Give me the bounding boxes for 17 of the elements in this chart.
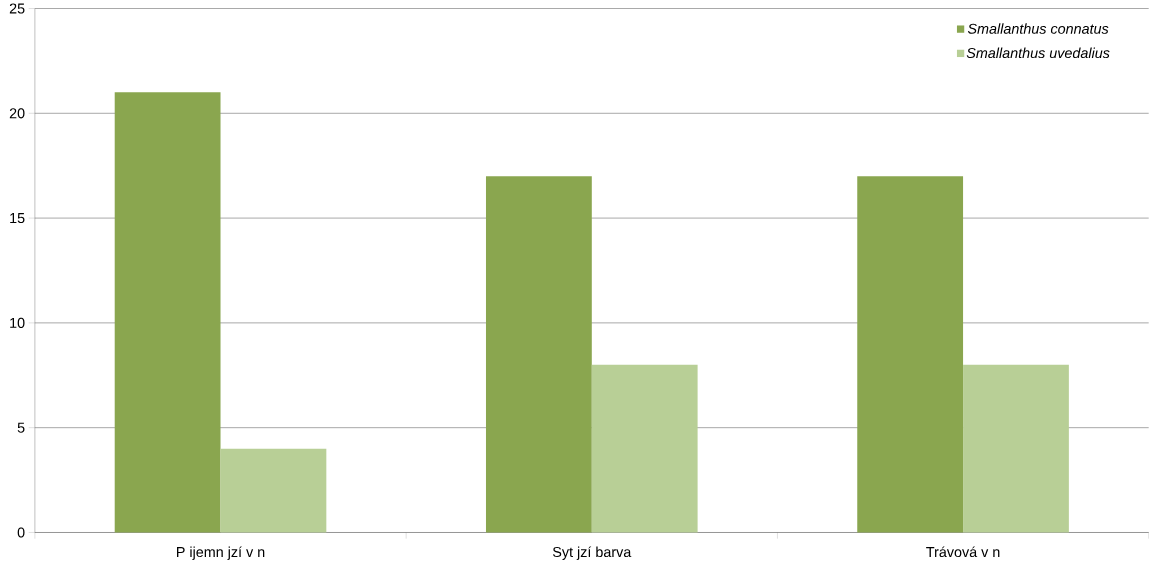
bar (485, 176, 592, 533)
x-tick-label: Syt jzí barva (552, 546, 632, 560)
bar (591, 364, 698, 533)
bar (220, 448, 327, 533)
bar (963, 364, 1069, 533)
y-tick-label: 5 (17, 422, 25, 433)
bar (857, 176, 964, 533)
bar (114, 92, 221, 533)
y-tick-label: 0 (17, 527, 25, 538)
y-tick-label: 15 (10, 212, 25, 223)
legend-label: Smallanthus connatus (967, 23, 1109, 34)
y-tick-label: 20 (9, 108, 25, 119)
x-tick-label: Trávová v n (926, 546, 1000, 557)
legend-label: Smallanthus uvedalius (966, 47, 1110, 58)
y-tick-label: 25 (9, 3, 25, 14)
x-tick-label: P ijemn jzí v n (177, 546, 265, 560)
y-tick-label: 10 (10, 317, 25, 328)
